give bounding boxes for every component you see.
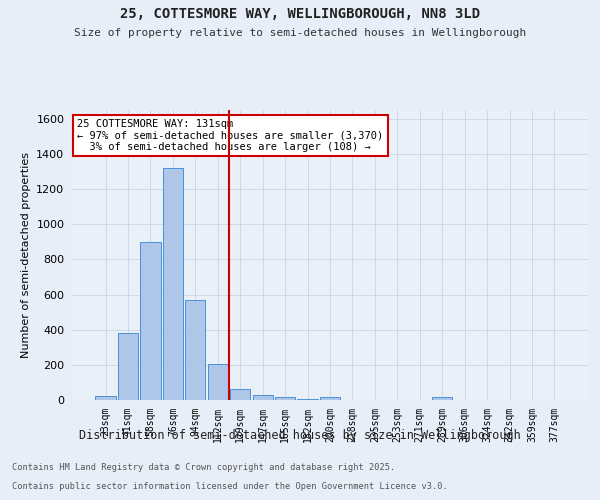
Bar [140, 242, 161, 400]
Bar [320, 398, 340, 400]
Text: Contains HM Land Registry data © Crown copyright and database right 2025.: Contains HM Land Registry data © Crown c… [12, 464, 395, 472]
Text: 25, COTTESMORE WAY, WELLINGBOROUGH, NN8 3LD: 25, COTTESMORE WAY, WELLINGBOROUGH, NN8 … [120, 8, 480, 22]
Bar [253, 394, 273, 400]
Bar [95, 396, 116, 400]
Text: Size of property relative to semi-detached houses in Wellingborough: Size of property relative to semi-detach… [74, 28, 526, 38]
Y-axis label: Number of semi-detached properties: Number of semi-detached properties [20, 152, 31, 358]
Bar [298, 399, 317, 400]
Bar [275, 398, 295, 400]
Text: Contains public sector information licensed under the Open Government Licence v3: Contains public sector information licen… [12, 482, 448, 491]
Text: 25 COTTESMORE WAY: 131sqm
← 97% of semi-detached houses are smaller (3,370)
  3%: 25 COTTESMORE WAY: 131sqm ← 97% of semi-… [77, 118, 383, 152]
Bar [185, 300, 205, 400]
Bar [163, 168, 183, 400]
Text: Distribution of semi-detached houses by size in Wellingborough: Distribution of semi-detached houses by … [79, 430, 521, 442]
Bar [118, 333, 138, 400]
Bar [432, 398, 452, 400]
Bar [208, 364, 228, 400]
Bar [230, 388, 250, 400]
